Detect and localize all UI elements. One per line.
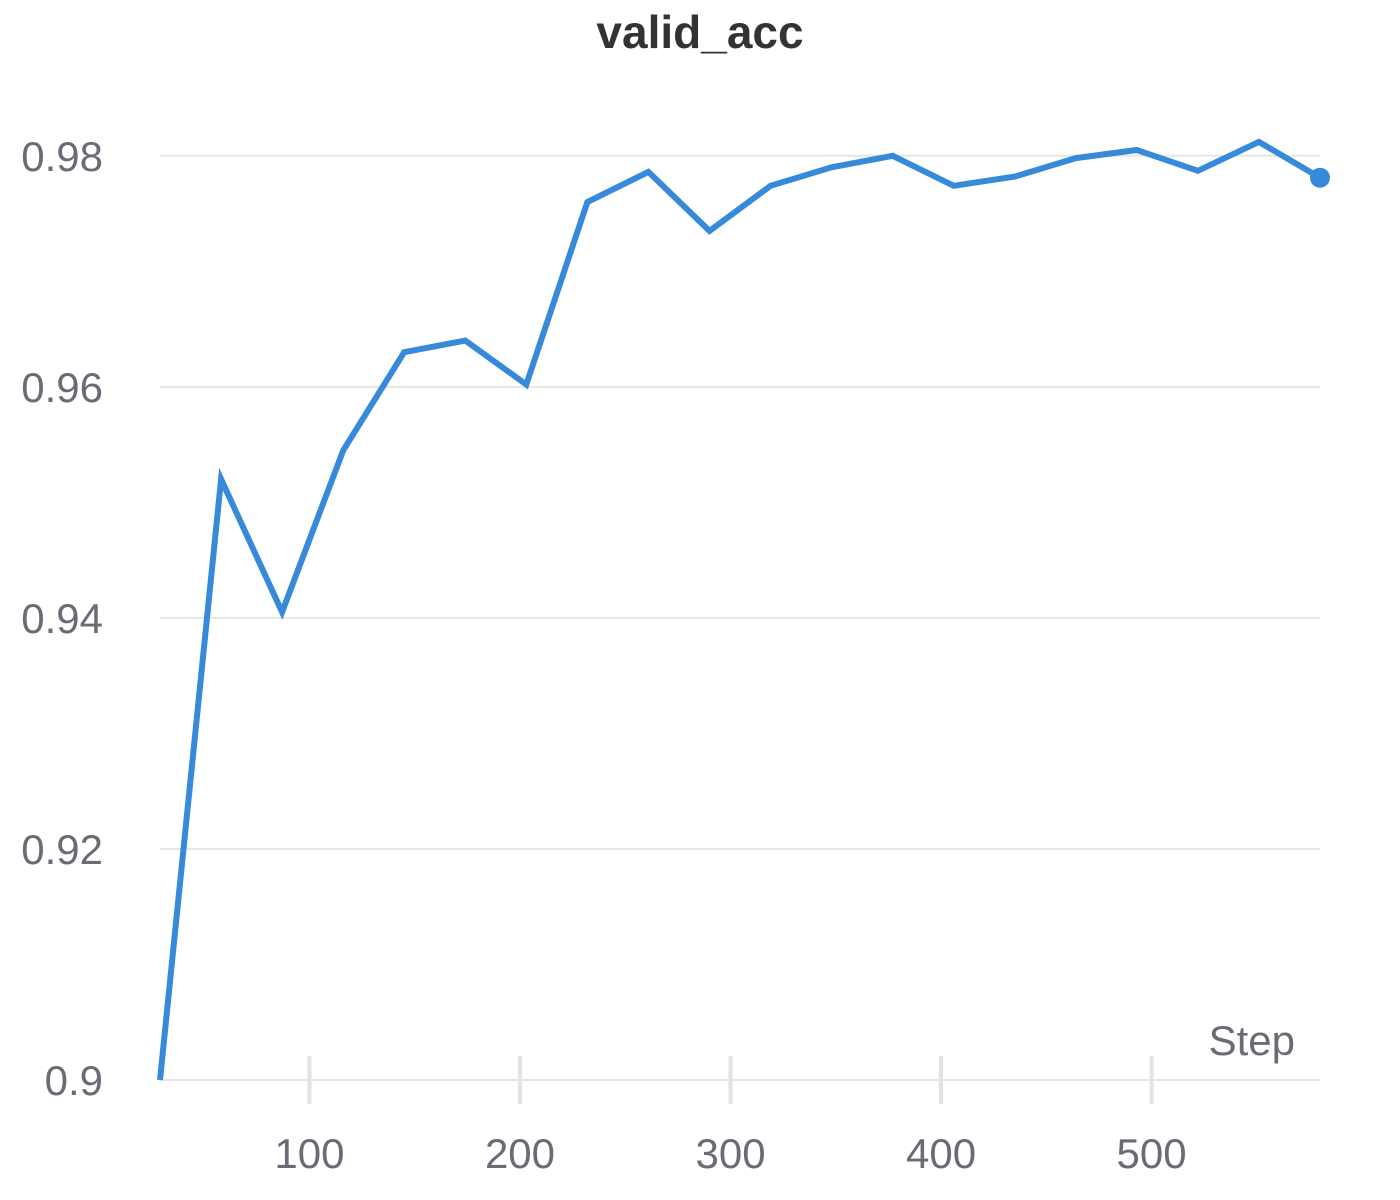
y-tick-label: 0.92 <box>21 826 103 873</box>
y-tick-label: 0.9 <box>45 1057 103 1104</box>
x-tick-label: 300 <box>695 1130 765 1177</box>
x-axis-title: Step <box>1209 1017 1295 1064</box>
x-tick-label: 100 <box>274 1130 344 1177</box>
gridlines <box>160 154 1320 1081</box>
x-axis-tick-labels: 100 200 300 400 500 <box>274 1130 1186 1177</box>
x-tick-label: 200 <box>485 1130 555 1177</box>
chart-title: valid_acc <box>596 6 803 58</box>
y-axis-tick-labels: 0.9 0.92 0.94 0.96 0.98 <box>21 133 103 1104</box>
x-axis-ticks <box>307 1056 1154 1104</box>
x-tick-label: 400 <box>906 1130 976 1177</box>
series-group <box>157 138 1330 1081</box>
series-line <box>157 138 1322 1081</box>
y-tick-label: 0.96 <box>21 364 103 411</box>
x-tick-label: 500 <box>1117 1130 1187 1177</box>
y-tick-label: 0.94 <box>21 595 103 642</box>
y-tick-label: 0.98 <box>21 133 103 180</box>
series-end-point <box>1310 167 1330 188</box>
